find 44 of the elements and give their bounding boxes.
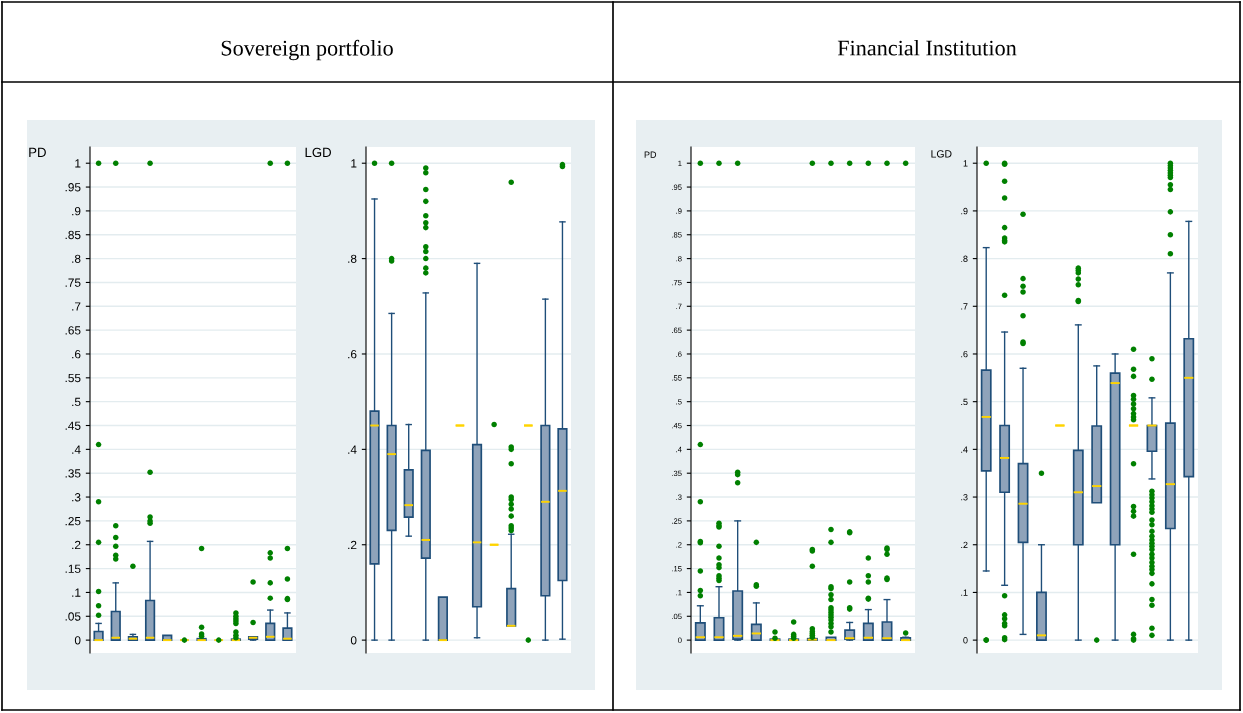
y-tick-label: .5 xyxy=(961,398,968,406)
chart-title: Sovereign portfolio xyxy=(221,39,393,61)
y-tick-label: .95 xyxy=(65,183,81,192)
y-tick-label: .75 xyxy=(65,278,81,287)
y-tick-label: .9 xyxy=(72,206,81,216)
y-tick-label: .6 xyxy=(961,350,968,358)
y-tick-label: .25 xyxy=(65,516,81,526)
y-tick-label: .35 xyxy=(65,469,81,478)
y-tick-label: .2 xyxy=(348,540,357,550)
y-tick-label: 0 xyxy=(74,636,81,645)
y-tick-label: .8 xyxy=(348,254,357,263)
y-axis-title: LGD xyxy=(931,150,952,158)
y-tick-label: .4 xyxy=(72,445,81,454)
y-tick-label: .4 xyxy=(348,445,357,454)
y-tick-label: 1 xyxy=(963,160,968,167)
y-tick-label: .15 xyxy=(65,564,81,573)
y-axis-title: PD xyxy=(29,147,46,157)
y-tick-label: .9 xyxy=(961,207,968,215)
y-tick-label: 0 xyxy=(963,637,968,644)
y-tick-label: .8 xyxy=(961,255,968,262)
y-tick-label: 0 xyxy=(350,636,357,645)
y-tick-label: .2 xyxy=(961,541,968,549)
y-tick-label: 1 xyxy=(75,159,81,168)
y-tick-label: .05 xyxy=(65,612,81,621)
y-tick-label: 1 xyxy=(351,159,357,168)
chart-title: Financial Institution xyxy=(837,39,1017,56)
y-tick-label: .4 xyxy=(961,446,968,453)
y-tick-label: .5 xyxy=(72,397,81,407)
y-tick-label: .3 xyxy=(961,494,968,501)
y-tick-label: .7 xyxy=(72,302,81,311)
y-tick-label: .8 xyxy=(72,254,81,263)
y-tick-label: .45 xyxy=(65,421,81,430)
y-axis-title: PD xyxy=(644,151,657,158)
y-tick-label: .1 xyxy=(72,588,81,597)
y-tick-label: .85 xyxy=(65,230,81,240)
y-tick-label: .3 xyxy=(72,493,81,502)
y-tick-label: .2 xyxy=(72,540,81,550)
y-tick-label: .65 xyxy=(65,326,81,335)
y-tick-label: .1 xyxy=(961,589,968,596)
y-tick-label: .7 xyxy=(961,303,968,310)
y-axis-title: LGD xyxy=(305,147,331,158)
y-tick-label: .6 xyxy=(72,350,81,359)
y-tick-label: .6 xyxy=(348,350,357,359)
y-tick-label: .55 xyxy=(65,373,81,383)
